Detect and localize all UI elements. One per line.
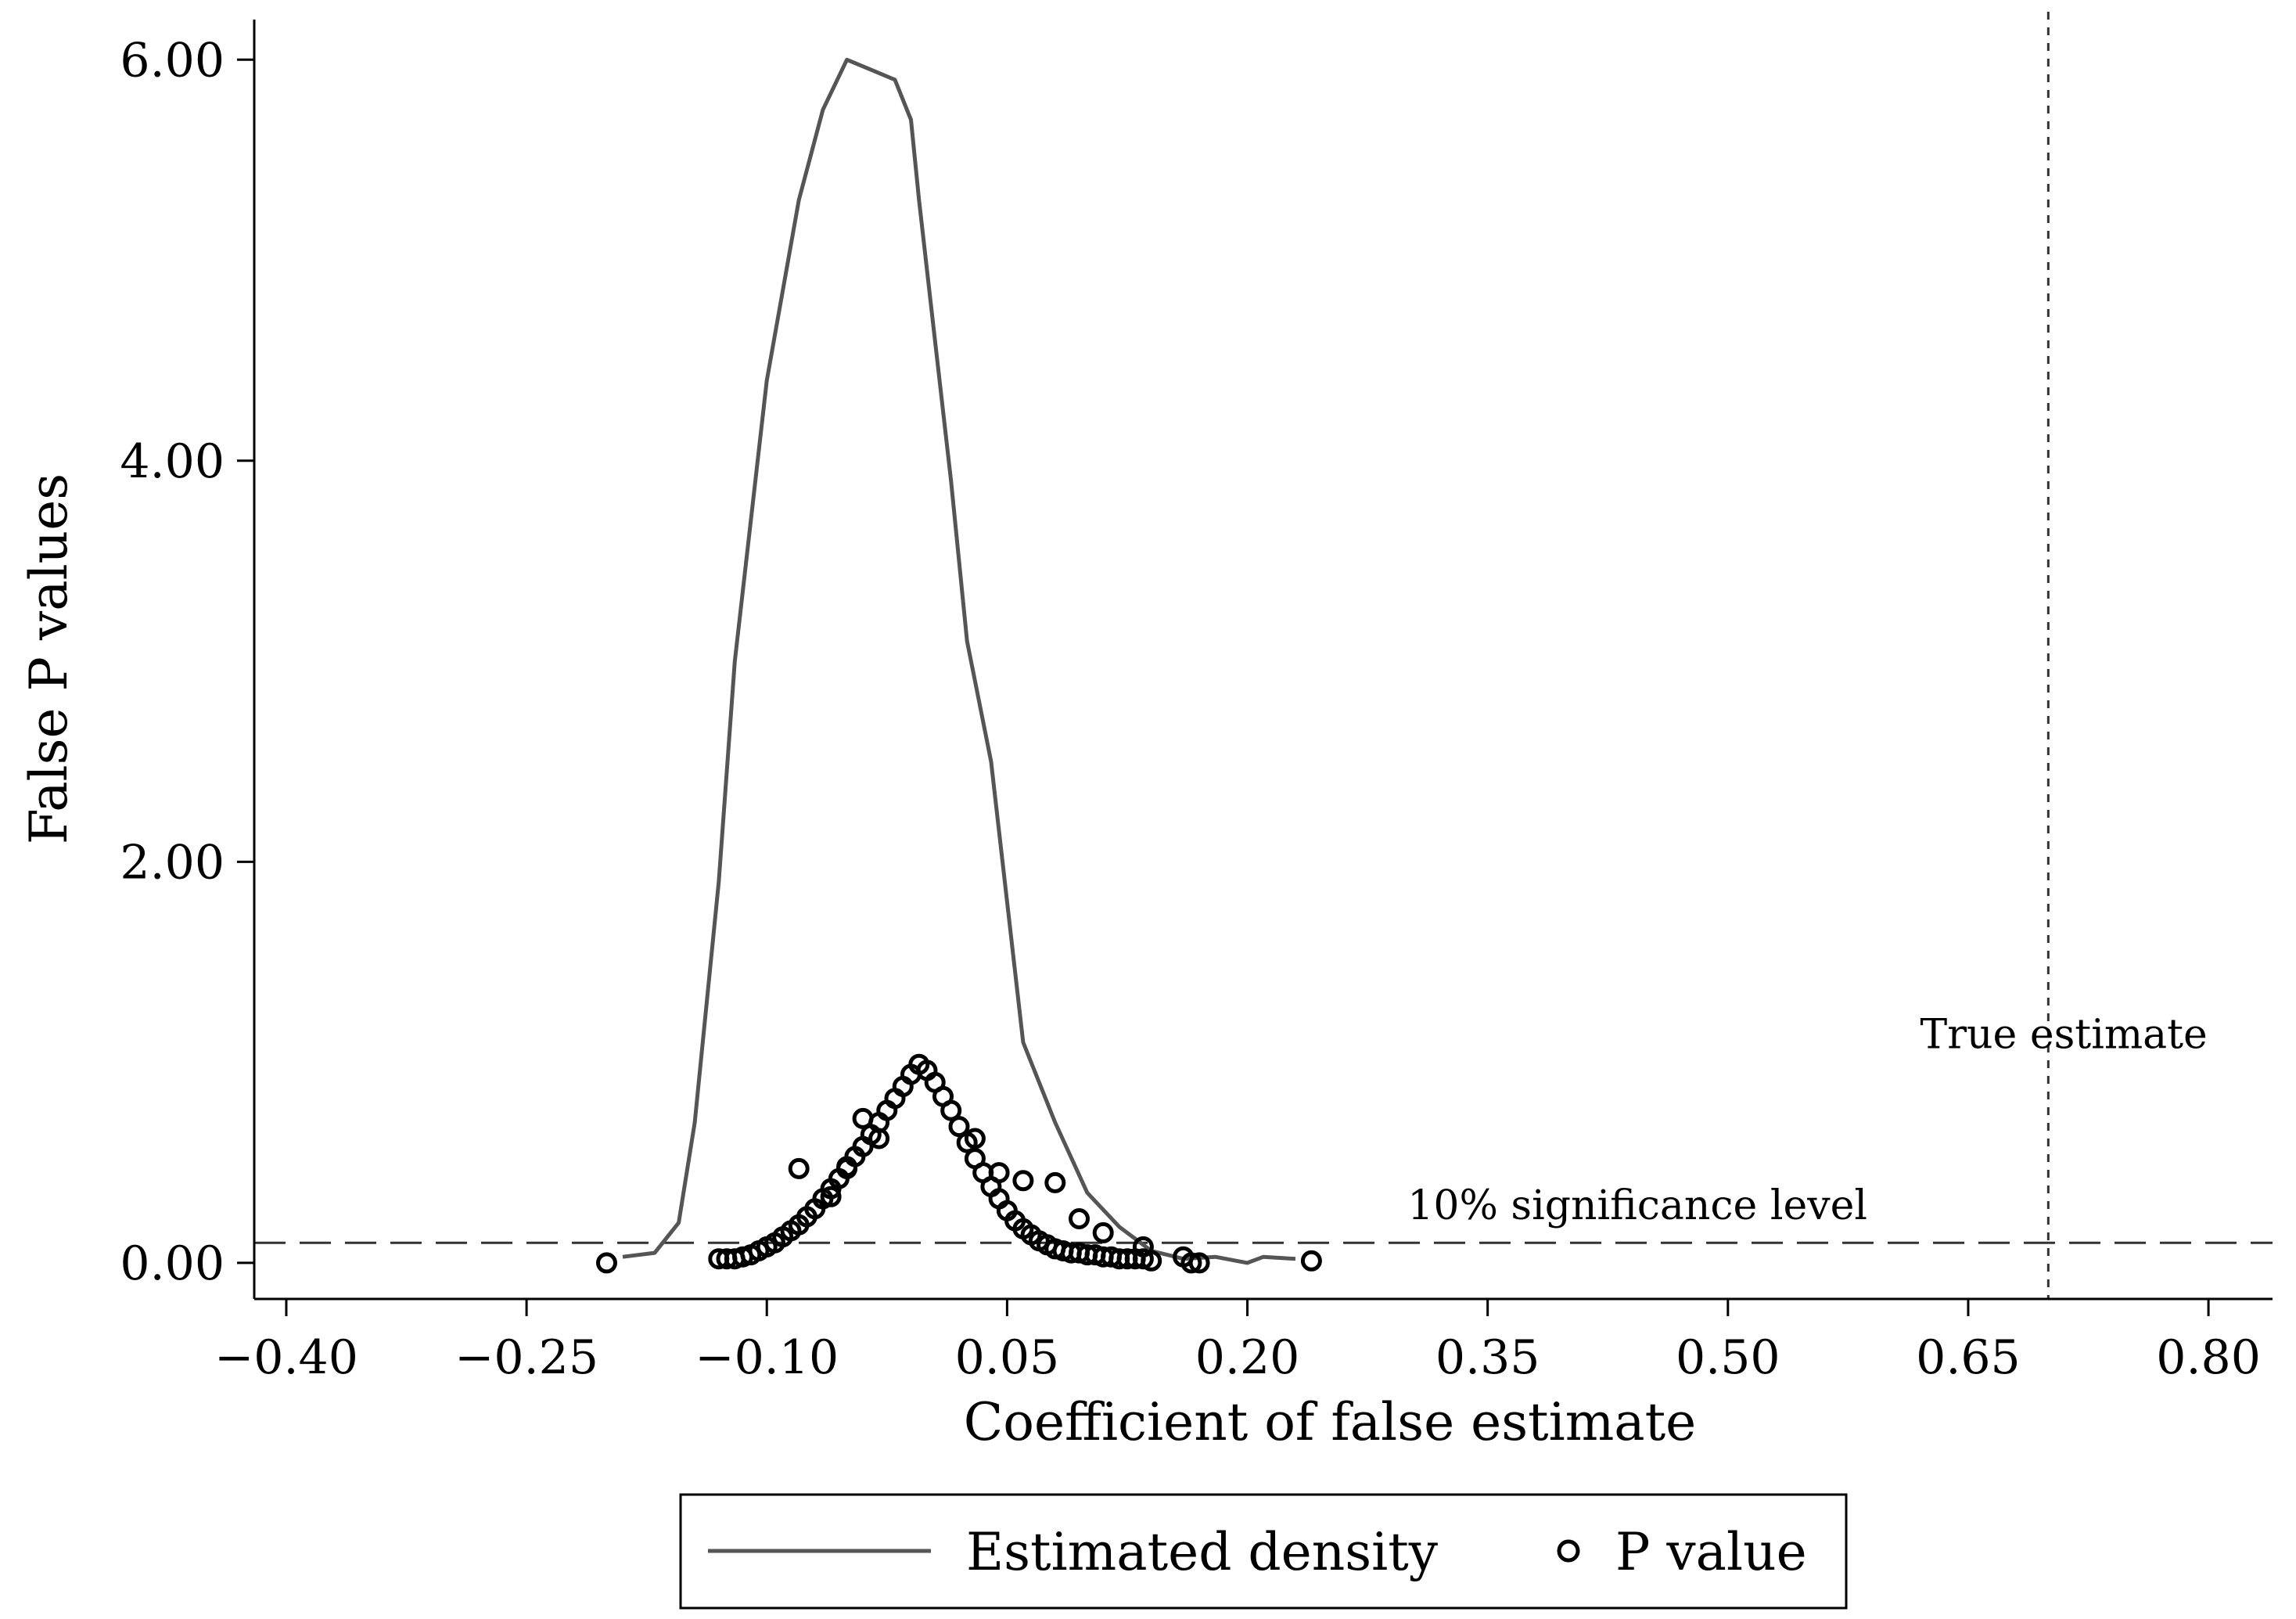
- pvalue-point: [1044, 1171, 1066, 1193]
- pvalue-point: [940, 1099, 962, 1121]
- plot-area: [254, 12, 2273, 1299]
- pvalue-points: [596, 1053, 1322, 1274]
- x-tick-label: 0.65: [1916, 1330, 2021, 1385]
- x-tick-label: −0.40: [214, 1330, 358, 1385]
- pvalue-point: [1132, 1236, 1154, 1257]
- y-axis-ticks: 0.00 2.00 4.00 6.00: [120, 33, 254, 1291]
- pvalue-point: [1012, 1170, 1034, 1192]
- x-axis-title: Coefficient of false estimate: [964, 1392, 1696, 1452]
- density-series-line: [622, 57, 1296, 1265]
- pvalue-point: [988, 1162, 1010, 1184]
- axes: −0.40 −0.25 −0.10 0.05 0.20 0.35 0.50 0.65 0.80 …: [120, 20, 2273, 1385]
- y-tick-label: 0.00: [120, 1236, 225, 1291]
- legend-pvalue-label: P value: [1615, 1522, 1807, 1582]
- pvalue-point: [820, 1185, 842, 1207]
- x-tick-label: 0.20: [1195, 1330, 1300, 1385]
- legend: Estimated density P value: [679, 1493, 1848, 1610]
- pvalue-point: [1069, 1208, 1090, 1229]
- x-tick-label: −0.10: [695, 1330, 839, 1385]
- pvalue-point: [1300, 1250, 1322, 1272]
- y-tick-label: 2.00: [120, 835, 225, 890]
- pvalue-point: [964, 1128, 986, 1149]
- x-tick-label: −0.25: [455, 1330, 598, 1385]
- true-estimate-label: True estimate: [1921, 1012, 2208, 1059]
- pvalue-point: [1188, 1252, 1210, 1274]
- x-axis-ticks: −0.40 −0.25 −0.10 0.05 0.20 0.35 0.50 0.65 0.80: [214, 1299, 2261, 1385]
- pvalue-point: [868, 1128, 890, 1149]
- pvalue-point: [836, 1156, 858, 1178]
- pvalue-point: [948, 1116, 970, 1138]
- x-tick-label: 0.80: [2156, 1330, 2261, 1385]
- legend-density-label: Estimated density: [966, 1522, 1439, 1582]
- significance-label: 10% significance level: [1407, 1182, 1867, 1229]
- pvalue-point: [596, 1252, 617, 1274]
- x-tick-label: 0.50: [1676, 1330, 1780, 1385]
- pvalue-point: [1092, 1221, 1114, 1243]
- legend-pvalue-swatch: [1557, 1539, 1580, 1563]
- y-axis-title: False P values: [19, 473, 79, 844]
- y-tick-label: 4.00: [120, 434, 225, 489]
- pvalue-point: [852, 1107, 874, 1129]
- y-tick-label: 6.00: [120, 33, 225, 88]
- x-tick-label: 0.35: [1435, 1330, 1540, 1385]
- x-tick-label: 0.05: [955, 1330, 1060, 1385]
- pvalue-point: [788, 1157, 810, 1179]
- pvalue-point: [1180, 1252, 1202, 1274]
